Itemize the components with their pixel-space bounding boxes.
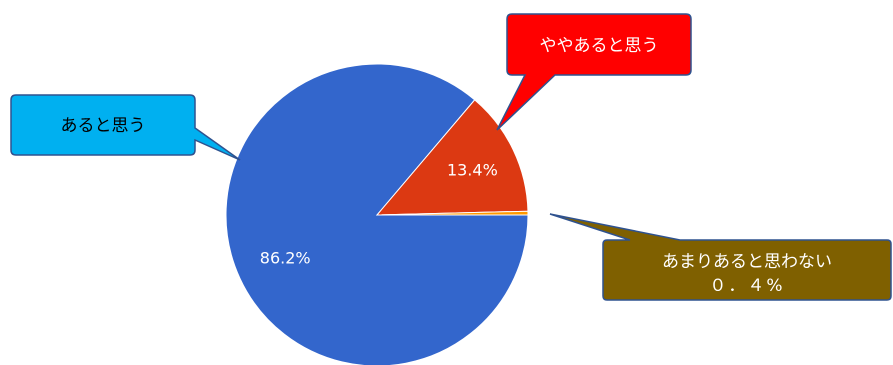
callout-text-yayaarunoomou: ややあると思う <box>540 36 659 56</box>
callout-amariarutoomowanai: あまりあると思わない ０．４% <box>549 213 892 301</box>
pie-slice-label-1: 13.4% <box>447 160 498 179</box>
callout-text-arunoomou: あると思う <box>61 116 146 136</box>
callout-yayaarunoomou: ややあると思う <box>496 13 692 131</box>
callout-percent-amariarutoomowanai: ０．４% <box>709 276 784 296</box>
pie-slice-2 <box>376 210 529 216</box>
callout-box-arunoomou <box>10 94 241 161</box>
callout-arunoomou: あると思う <box>10 94 241 161</box>
callout-box-yayaarunoomou <box>496 13 692 131</box>
pie-slices <box>225 63 529 365</box>
pie-slice-1 <box>375 99 529 216</box>
pie-slice-label-0: 86.2% <box>260 249 311 268</box>
callout-text-amariarutoomowanai: あまりあると思わない <box>662 252 832 272</box>
pie-slice-labels: 86.2% 13.4% <box>260 160 498 267</box>
callout-box-amariarutoomowanai <box>549 213 892 301</box>
